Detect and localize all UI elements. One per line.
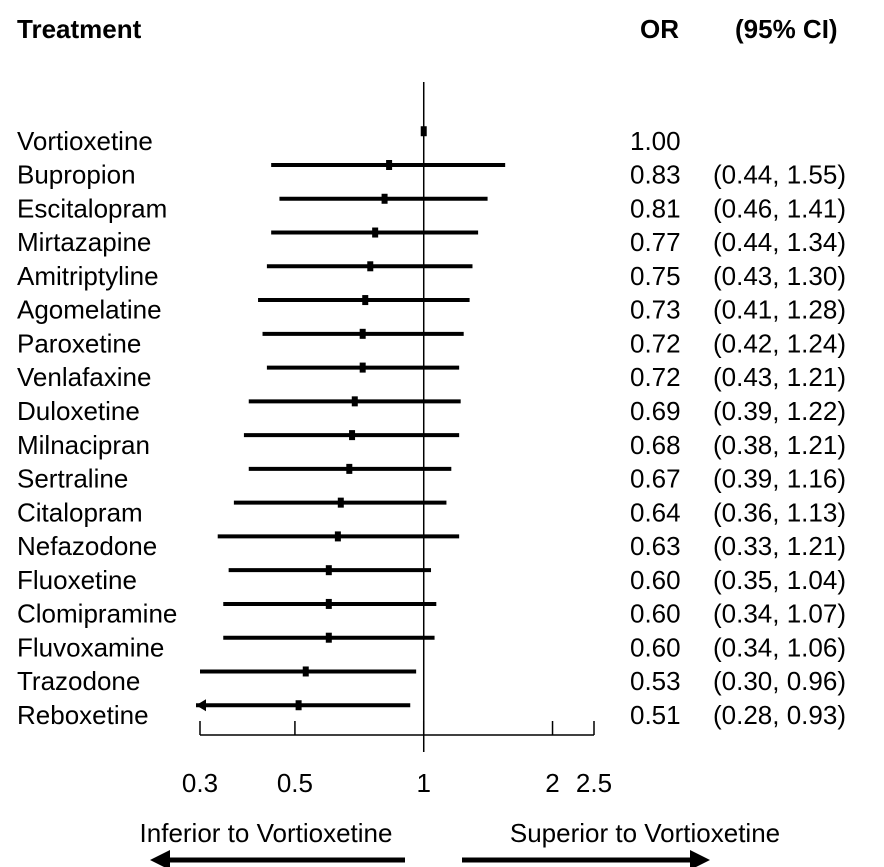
treatment-label: Venlafaxine — [17, 362, 151, 392]
x-tick-label: 0.5 — [277, 768, 313, 798]
or-label: 0.69 — [630, 396, 681, 426]
point — [325, 565, 332, 576]
ci-label: (0.43, 1.21) — [713, 362, 846, 392]
point — [359, 328, 366, 339]
ci-label: (0.34, 1.07) — [713, 599, 846, 629]
annotation: Inferior to Vortioxetine — [140, 818, 393, 848]
point — [381, 193, 388, 204]
treatment-label: Fluoxetine — [17, 565, 137, 595]
or-label: 1.00 — [630, 126, 681, 156]
or-label: 0.51 — [630, 700, 681, 730]
point — [325, 632, 332, 643]
treatment-label: Clomipramine — [17, 599, 177, 629]
or-label: 0.60 — [630, 632, 681, 662]
ci-label: (0.34, 1.06) — [713, 632, 846, 662]
or-label: 0.68 — [630, 430, 681, 460]
ci-label: (0.38, 1.21) — [713, 430, 846, 460]
point — [302, 666, 309, 677]
header: (95% CI) — [735, 14, 838, 44]
or-label: 0.75 — [630, 261, 681, 291]
treatment-label: Trazodone — [17, 666, 140, 696]
x-tick-label: 2 — [545, 768, 559, 798]
or-label: 0.81 — [630, 193, 681, 223]
point — [325, 598, 332, 609]
or-label: 0.72 — [630, 362, 681, 392]
or-label: 0.77 — [630, 227, 681, 257]
ci-label: (0.41, 1.28) — [713, 295, 846, 325]
point — [334, 531, 341, 542]
treatment-label: Amitriptyline — [17, 261, 159, 291]
ci-label: (0.44, 1.34) — [713, 227, 846, 257]
treatment-label: Mirtazapine — [17, 227, 151, 257]
ci-label: (0.33, 1.21) — [713, 531, 846, 561]
ci-label: (0.30, 0.96) — [713, 666, 846, 696]
header: OR — [640, 14, 679, 44]
treatment-label: Bupropion — [17, 160, 136, 190]
point — [420, 126, 427, 137]
point — [337, 497, 344, 508]
ci-label: (0.42, 1.24) — [713, 328, 846, 358]
point — [359, 362, 366, 373]
point — [351, 396, 358, 407]
ci-label: (0.36, 1.13) — [713, 497, 846, 527]
treatment-label: Sertraline — [17, 464, 128, 494]
ci-label: (0.39, 1.16) — [713, 464, 846, 494]
treatment-label: Reboxetine — [17, 700, 149, 730]
or-label: 0.60 — [630, 565, 681, 595]
or-label: 0.53 — [630, 666, 681, 696]
ci-label: (0.35, 1.04) — [713, 565, 846, 595]
point — [367, 261, 374, 272]
or-label: 0.60 — [630, 599, 681, 629]
ci-label: (0.44, 1.55) — [713, 160, 846, 190]
or-label: 0.64 — [630, 497, 681, 527]
treatment-label: Fluvoxamine — [17, 632, 164, 662]
treatment-label: Milnacipran — [17, 430, 150, 460]
treatment-label: Vortioxetine — [17, 126, 153, 156]
clip-arrow — [196, 699, 206, 712]
or-label: 0.73 — [630, 295, 681, 325]
point — [295, 700, 302, 711]
point — [386, 160, 393, 170]
plot-area — [196, 163, 506, 708]
x-tick-label: 2.5 — [576, 768, 612, 798]
or-label: 0.72 — [630, 328, 681, 358]
or-label: 0.83 — [630, 160, 681, 190]
or-label: 0.63 — [630, 531, 681, 561]
x-tick-label: 0.3 — [182, 768, 218, 798]
ci-label: (0.28, 0.93) — [713, 700, 846, 730]
treatment-label: Escitalopram — [17, 193, 167, 223]
or-label: 0.67 — [630, 464, 681, 494]
point — [362, 295, 369, 306]
point — [349, 430, 356, 441]
treatment-label: Duloxetine — [17, 396, 140, 426]
treatment-label: Agomelatine — [17, 295, 162, 325]
ci-label: (0.43, 1.30) — [713, 261, 846, 291]
ci-label: (0.39, 1.22) — [713, 396, 846, 426]
ci-label: (0.46, 1.41) — [713, 193, 846, 223]
treatment-label: Paroxetine — [17, 328, 141, 358]
x-tick-label: 1 — [416, 768, 430, 798]
point — [372, 227, 379, 238]
point — [346, 463, 353, 474]
annotation: Superior to Vortioxetine — [510, 818, 780, 848]
treatment-label: Citalopram — [17, 497, 143, 527]
header: Treatment — [17, 14, 142, 44]
treatment-label: Nefazodone — [17, 531, 157, 561]
